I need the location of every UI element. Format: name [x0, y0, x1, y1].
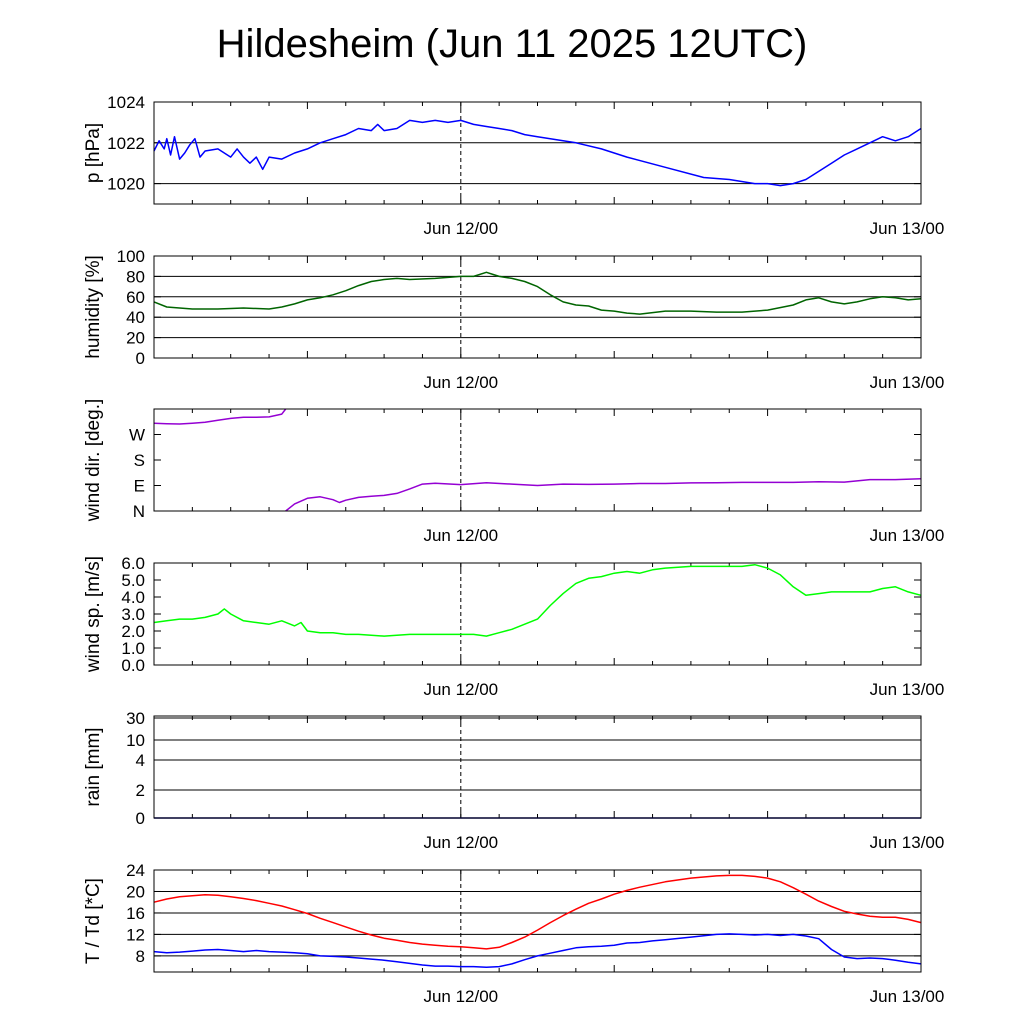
y-tick-label: 4.0: [121, 588, 145, 607]
y-tick-label: 60: [126, 288, 145, 307]
y-axis-label: wind sp. [m/s]: [83, 556, 104, 673]
y-tick-label: S: [134, 451, 145, 470]
y-tick-label: E: [134, 477, 145, 496]
y-axis-label: rain [mm]: [83, 727, 104, 806]
y-tick-label: N: [133, 502, 145, 521]
series-line: [153, 408, 287, 425]
plot-frame: [153, 255, 922, 359]
y-tick-label: 0.0: [121, 656, 145, 675]
y-axis-label: humidity [%]: [83, 255, 104, 358]
panel-wind_speed: 0.01.02.03.04.05.06.0 wind sp. [m/s] Jun 1…: [83, 554, 944, 699]
y-tick-label: 4: [136, 751, 145, 770]
y-tick-label: 2.0: [121, 622, 145, 641]
chart-title: Hildesheim (Jun 11 2025 12UTC): [216, 22, 808, 66]
y-axis-label: p [hPa]: [83, 123, 104, 183]
y-tick-label: 100: [117, 247, 145, 266]
x-tick-label: Jun 12/00: [423, 833, 498, 852]
x-tick-label: Jun 12/00: [423, 987, 498, 1006]
x-tick-label: Jun 12/00: [423, 219, 498, 238]
y-tick-label: 12: [126, 925, 145, 944]
y-tick-label: 16: [126, 904, 145, 923]
y-tick-label: 20: [126, 329, 145, 348]
y-tick-label: 6.0: [121, 554, 145, 573]
y-tick-label: 1.0: [121, 639, 145, 658]
x-tick-label: Jun 13/00: [870, 219, 945, 238]
y-tick-label: 40: [126, 308, 145, 327]
x-tick-label: Jun 12/00: [423, 526, 498, 545]
plot-frame: [153, 869, 922, 973]
x-tick-label: Jun 13/00: [870, 526, 945, 545]
panel-rain: 0 2 410 30 rain [mm] Jun 12/00 Jun 13/00: [83, 709, 944, 852]
series-line: [153, 933, 922, 968]
y-tick-label: 0: [136, 809, 145, 828]
y-tick-label: 20: [126, 882, 145, 901]
y-tick-label: 24: [126, 861, 145, 880]
y-tick-label: 1020: [107, 175, 145, 194]
x-tick-label: Jun 13/00: [870, 833, 945, 852]
y-tick-label: 10: [126, 731, 145, 750]
x-tick-label: Jun 13/00: [870, 987, 945, 1006]
y-tick-label: W: [129, 426, 145, 445]
y-tick-label: 2: [136, 781, 145, 800]
y-tick-label: 5.0: [121, 571, 145, 590]
plot-frame: [153, 715, 922, 819]
panel-temperature: 8 12 16 20 24 T / Td [*C] Jun 12/00 Jun 13/00: [83, 861, 944, 1006]
series-line: [153, 563, 922, 637]
x-tick-label: Jun 13/00: [870, 373, 945, 392]
y-tick-label: 1022: [107, 134, 145, 153]
plot-frame: [153, 408, 922, 512]
x-tick-label: Jun 12/00: [423, 680, 498, 699]
plot-frame: [153, 562, 922, 666]
y-axis-label: wind dir. [deg.]: [83, 399, 104, 523]
y-tick-label: 1024: [107, 93, 145, 112]
y-tick-label: 3.0: [121, 605, 145, 624]
y-tick-label: 0: [136, 349, 145, 368]
series-line: [285, 477, 922, 512]
series-line: [153, 271, 922, 315]
series-line: [153, 874, 922, 950]
y-tick-label: 80: [126, 267, 145, 286]
plot-frame: [153, 101, 922, 205]
y-tick-label: 30: [126, 709, 145, 728]
series-line: [153, 119, 922, 187]
x-tick-label: Jun 12/00: [423, 373, 498, 392]
y-tick-label: 8: [136, 947, 145, 966]
y-axis-label: T / Td [*C]: [83, 878, 104, 964]
x-tick-label: Jun 13/00: [870, 680, 945, 699]
